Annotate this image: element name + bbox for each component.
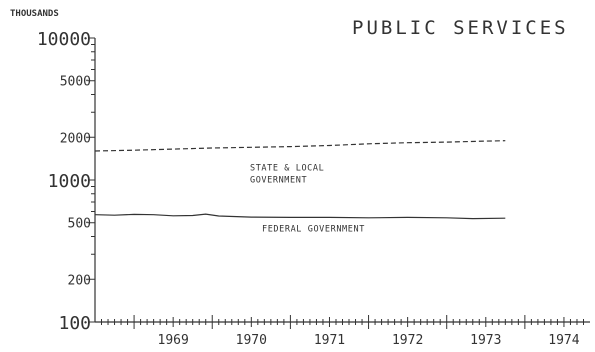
- y-tick-label: 10000: [37, 29, 91, 50]
- x-ticks-group: 1969 1970 1971 1972 1973 1974: [101, 315, 584, 348]
- y-tick-label: 5000: [60, 75, 91, 90]
- series-label: FEDERAL GOVERNMENT: [262, 224, 365, 234]
- federal-series-line: [94, 213, 506, 220]
- x-tick-label: 1969: [158, 333, 189, 348]
- y-tick-label: 2000: [60, 131, 91, 146]
- y-unit-label: THOUSANDS: [10, 9, 59, 19]
- series-labels-group: STATE & LOCAL GOVERNMENT FEDERAL GOVERNMEN…: [250, 164, 365, 235]
- x-tick-label: 1973: [470, 333, 501, 348]
- y-tick-label: 200: [68, 273, 91, 288]
- y-ticks-group: 10000 5000 2000 1000 500 200 100: [37, 29, 95, 334]
- state-local-series-line: [94, 140, 506, 152]
- series-label: STATE & LOCAL: [250, 164, 324, 174]
- y-tick-label: 500: [68, 217, 91, 232]
- x-tick-label: 1971: [314, 333, 345, 348]
- chart-title: PUBLIC SERVICES: [352, 17, 569, 39]
- x-tick-label: 1970: [236, 333, 267, 348]
- x-tick-label: 1974: [548, 333, 579, 348]
- series-label: GOVERNMENT: [250, 176, 307, 186]
- y-tick-label: 1000: [48, 171, 91, 192]
- y-tick-label: 100: [58, 313, 91, 334]
- x-tick-label: 1972: [392, 333, 423, 348]
- series-group: [94, 140, 506, 220]
